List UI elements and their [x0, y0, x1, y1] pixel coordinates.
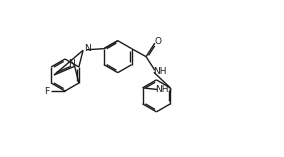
Text: N: N: [68, 59, 75, 68]
Text: NH: NH: [153, 67, 167, 76]
Text: O: O: [154, 37, 161, 46]
Text: NH₂: NH₂: [155, 85, 173, 94]
Text: F: F: [45, 87, 50, 95]
Text: N: N: [84, 44, 90, 53]
